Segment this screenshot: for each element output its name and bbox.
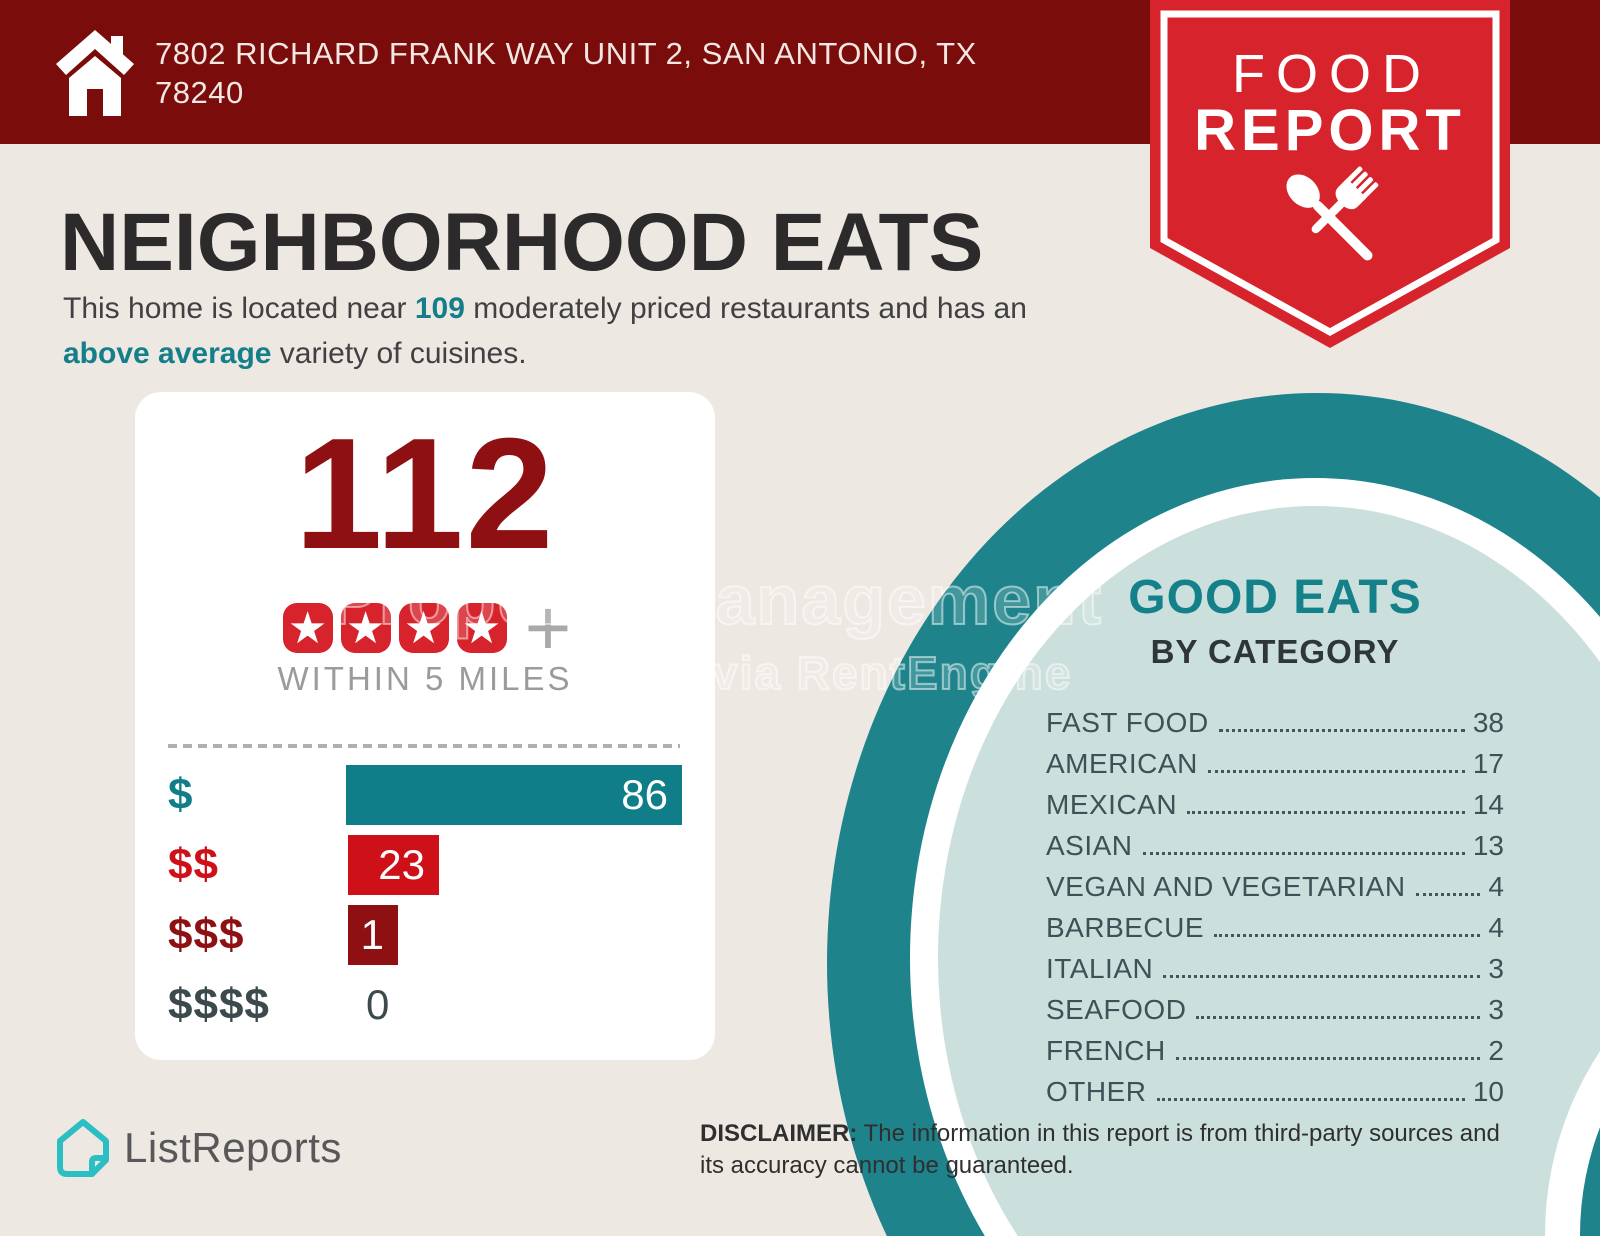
dotted-leader xyxy=(1207,770,1465,773)
price-tier-bar: 86 xyxy=(345,765,682,825)
price-tier-label: $$$ xyxy=(168,910,245,959)
category-value: 17 xyxy=(1472,748,1504,779)
intro-post: variety of cuisines. xyxy=(271,337,527,370)
radius-caption: WITHIN 5 MILES xyxy=(277,660,573,697)
category-value: 4 xyxy=(1488,912,1504,943)
dotted-leader xyxy=(1415,893,1481,896)
category-value: 14 xyxy=(1472,789,1504,820)
dotted-leader xyxy=(1218,729,1465,732)
category-label: ITALIAN xyxy=(1046,953,1154,984)
category-value: 38 xyxy=(1472,707,1504,738)
good-eats-title: GOOD EATS xyxy=(1128,571,1422,624)
star-icon: ★ xyxy=(456,603,507,653)
category-label: ASIAN xyxy=(1046,830,1133,861)
dotted-leader xyxy=(1175,1057,1481,1060)
good-eats-list: FAST FOOD 38 AMERICAN 17 MEXICAN 14 ASIAN 13 VEG… xyxy=(1040,707,1510,1107)
category-label: FAST FOOD xyxy=(1046,707,1209,738)
home-icon xyxy=(56,30,134,116)
intro-mid: moderately priced restaurants and has an xyxy=(464,292,1027,325)
star-icon: ★ xyxy=(282,603,333,653)
restaurant-count: 112 xyxy=(294,406,556,582)
restaurant-summary-card: 112 ★ ★ ★ ★ + WITHIN 5 MILES $86 $$ 23 $$$ 1 $$$$… xyxy=(135,392,715,1060)
category-label: OTHER xyxy=(1046,1076,1147,1107)
intro-text: This home is located near 109 moderately… xyxy=(63,286,1098,376)
dotted-leader xyxy=(1163,975,1481,978)
dotted-leader xyxy=(1187,811,1465,814)
good-eats-panel: GOOD EATS BY CATEGORY FAST FOOD 38 AMERICA… xyxy=(1040,570,1510,1117)
dotted-leader xyxy=(1142,852,1465,855)
listreports-house-icon xyxy=(57,1119,109,1177)
category-label: MEXICAN xyxy=(1046,789,1178,820)
price-tier-label: $$ xyxy=(168,840,219,889)
category-row: VEGAN AND VEGETARIAN 4 xyxy=(1046,871,1504,902)
category-label: SEAFOOD xyxy=(1046,994,1187,1025)
category-row: BARBECUE 4 xyxy=(1046,912,1504,943)
price-tier-bar: 23 xyxy=(348,835,439,895)
address-line-2: 78240 xyxy=(155,75,244,110)
category-label: FRENCH xyxy=(1046,1035,1166,1066)
price-tier-bar: 1 xyxy=(348,905,398,965)
ribbon-inner-border xyxy=(1160,10,1500,337)
price-tier-row: $86 xyxy=(168,765,682,825)
intro-pre: This home is located near xyxy=(63,292,415,325)
divider-dashed xyxy=(168,744,680,748)
disclaimer-text: DISCLAIMER: The information in this repo… xyxy=(700,1120,1500,1179)
category-row: MEXICAN 14 xyxy=(1046,789,1504,820)
disclaimer-label: DISCLAIMER: xyxy=(700,1120,858,1147)
listreports-logo: ListReports xyxy=(56,1118,342,1178)
category-value: 3 xyxy=(1488,953,1504,984)
dotted-leader xyxy=(1156,1098,1465,1101)
category-label: BARBECUE xyxy=(1046,912,1205,943)
price-tier-row: $$$$ 0 xyxy=(168,975,682,1035)
ribbon-word-report: REPORT xyxy=(1194,98,1466,163)
price-tier-row: $$ 23 xyxy=(168,835,682,895)
good-eats-subtitle: BY CATEGORY xyxy=(1150,633,1400,670)
ribbon-word-food: FOOD xyxy=(1232,44,1432,104)
star-rating: ★ ★ ★ ★ + xyxy=(135,583,715,672)
category-row: FAST FOOD 38 xyxy=(1046,707,1504,738)
food-report-ribbon: FOOD REPORT xyxy=(1150,0,1510,348)
intro-count: 109 xyxy=(414,292,465,325)
page-title: NEIGHBORHOOD EATS xyxy=(60,197,984,288)
category-label: VEGAN AND VEGETARIAN xyxy=(1046,871,1406,902)
ribbon-shape xyxy=(1150,0,1510,348)
category-value: 10 xyxy=(1472,1076,1504,1107)
category-row: ASIAN 13 xyxy=(1046,830,1504,861)
category-row: ITALIAN 3 xyxy=(1046,953,1504,984)
category-value: 3 xyxy=(1488,994,1504,1025)
star-icon: ★ xyxy=(340,603,391,653)
price-tier-label: $ xyxy=(168,770,194,819)
category-row: AMERICAN 17 xyxy=(1046,748,1504,779)
dotted-leader xyxy=(1214,934,1481,937)
dotted-leader xyxy=(1196,1016,1481,1019)
category-value: 4 xyxy=(1488,871,1504,902)
intro-highlight: above average xyxy=(63,337,272,370)
category-row: FRENCH 2 xyxy=(1046,1035,1504,1066)
category-row: OTHER 10 xyxy=(1046,1076,1504,1107)
category-row: SEAFOOD 3 xyxy=(1046,994,1504,1025)
address-line-1: 7802 RICHARD FRANK WAY UNIT 2, SAN ANTON… xyxy=(155,36,977,71)
category-value: 2 xyxy=(1488,1035,1504,1066)
spoon-fork-icon xyxy=(1286,166,1379,261)
price-tier-label: $$$$ xyxy=(168,980,270,1029)
category-value: 13 xyxy=(1472,830,1504,861)
property-address: 7802 RICHARD FRANK WAY UNIT 2, SAN ANTON… xyxy=(155,34,1055,112)
star-icon: ★ xyxy=(398,603,449,653)
plus-icon: + xyxy=(524,583,572,672)
listreports-wordmark: ListReports xyxy=(124,1124,342,1171)
price-tier-zero-value: 0 xyxy=(366,981,390,1028)
price-tier-row: $$$ 1 xyxy=(168,905,682,965)
price-tier-bar-chart: $86 $$ 23 $$$ 1 $$$$ 0 xyxy=(168,765,682,1045)
category-label: AMERICAN xyxy=(1046,748,1198,779)
